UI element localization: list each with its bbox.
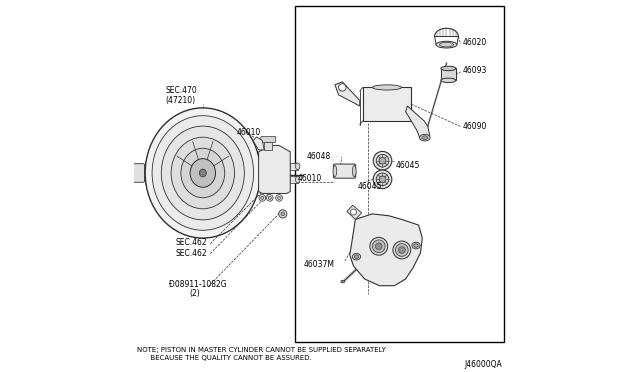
Circle shape bbox=[351, 209, 356, 215]
FancyBboxPatch shape bbox=[333, 164, 356, 178]
Text: NOTE; PISTON IN MASTER CYLINDER CANNOT BE SUPPLIED SEPARATELY: NOTE; PISTON IN MASTER CYLINDER CANNOT B… bbox=[137, 347, 386, 353]
Circle shape bbox=[259, 195, 266, 201]
Ellipse shape bbox=[181, 148, 225, 198]
Polygon shape bbox=[335, 82, 360, 106]
Ellipse shape bbox=[399, 247, 405, 253]
Ellipse shape bbox=[353, 166, 356, 177]
Circle shape bbox=[266, 195, 273, 201]
Ellipse shape bbox=[379, 176, 386, 183]
Bar bbox=[291, 163, 298, 170]
Ellipse shape bbox=[353, 253, 360, 260]
Ellipse shape bbox=[376, 243, 382, 250]
Polygon shape bbox=[253, 137, 264, 150]
Ellipse shape bbox=[441, 78, 456, 83]
Circle shape bbox=[281, 212, 285, 216]
Ellipse shape bbox=[413, 244, 418, 247]
Text: SEC.470: SEC.470 bbox=[166, 86, 197, 94]
Ellipse shape bbox=[200, 169, 206, 177]
Ellipse shape bbox=[372, 85, 401, 90]
Ellipse shape bbox=[420, 134, 430, 141]
Ellipse shape bbox=[372, 240, 385, 253]
Ellipse shape bbox=[376, 173, 389, 186]
Text: 46090: 46090 bbox=[463, 122, 487, 131]
Ellipse shape bbox=[296, 163, 300, 170]
Circle shape bbox=[268, 196, 271, 199]
FancyBboxPatch shape bbox=[363, 87, 411, 121]
Polygon shape bbox=[259, 145, 291, 193]
Ellipse shape bbox=[333, 166, 337, 177]
Ellipse shape bbox=[396, 244, 408, 256]
Text: BECAUSE THE QUALITY CANNOT BE ASSURED.: BECAUSE THE QUALITY CANNOT BE ASSURED. bbox=[137, 355, 312, 361]
Polygon shape bbox=[349, 214, 422, 286]
Text: 46048: 46048 bbox=[307, 152, 332, 161]
Text: 46093: 46093 bbox=[463, 66, 487, 75]
Bar bbox=[441, 68, 456, 80]
Circle shape bbox=[278, 210, 287, 218]
Ellipse shape bbox=[341, 280, 344, 283]
Ellipse shape bbox=[370, 237, 388, 255]
Ellipse shape bbox=[161, 126, 244, 220]
Ellipse shape bbox=[376, 154, 389, 167]
Ellipse shape bbox=[393, 241, 411, 259]
Ellipse shape bbox=[412, 242, 420, 249]
FancyBboxPatch shape bbox=[261, 137, 276, 142]
Ellipse shape bbox=[373, 151, 392, 170]
Circle shape bbox=[339, 84, 346, 91]
Ellipse shape bbox=[354, 255, 358, 259]
Ellipse shape bbox=[436, 41, 457, 48]
Bar bbox=[264, 142, 273, 150]
Text: (47210): (47210) bbox=[166, 96, 196, 105]
FancyBboxPatch shape bbox=[122, 165, 131, 181]
Text: 46045: 46045 bbox=[357, 182, 381, 190]
Text: 46045: 46045 bbox=[396, 161, 420, 170]
FancyBboxPatch shape bbox=[128, 164, 145, 182]
Text: Ð08911-1082G: Ð08911-1082G bbox=[170, 280, 227, 289]
Circle shape bbox=[276, 195, 282, 201]
Circle shape bbox=[278, 196, 280, 199]
Ellipse shape bbox=[422, 136, 428, 140]
Text: SEC.462: SEC.462 bbox=[175, 238, 207, 247]
Text: 46010: 46010 bbox=[298, 174, 322, 183]
Circle shape bbox=[261, 196, 264, 199]
Text: 46037M: 46037M bbox=[303, 260, 334, 269]
Polygon shape bbox=[406, 106, 429, 140]
Ellipse shape bbox=[379, 157, 386, 164]
Ellipse shape bbox=[440, 42, 454, 47]
Text: 46010: 46010 bbox=[236, 128, 260, 137]
Polygon shape bbox=[347, 205, 362, 219]
Text: SEC.462: SEC.462 bbox=[175, 249, 207, 258]
Bar bbox=[291, 176, 298, 183]
Circle shape bbox=[145, 115, 260, 231]
Text: 46020: 46020 bbox=[463, 38, 487, 47]
Ellipse shape bbox=[190, 158, 216, 187]
Ellipse shape bbox=[296, 176, 300, 183]
Ellipse shape bbox=[441, 66, 456, 71]
Bar bbox=[294, 6, 504, 342]
Text: J46000QA: J46000QA bbox=[465, 360, 502, 369]
Ellipse shape bbox=[152, 116, 253, 230]
Ellipse shape bbox=[373, 170, 392, 189]
Text: (2): (2) bbox=[189, 289, 200, 298]
Ellipse shape bbox=[145, 108, 260, 238]
Ellipse shape bbox=[171, 137, 234, 209]
